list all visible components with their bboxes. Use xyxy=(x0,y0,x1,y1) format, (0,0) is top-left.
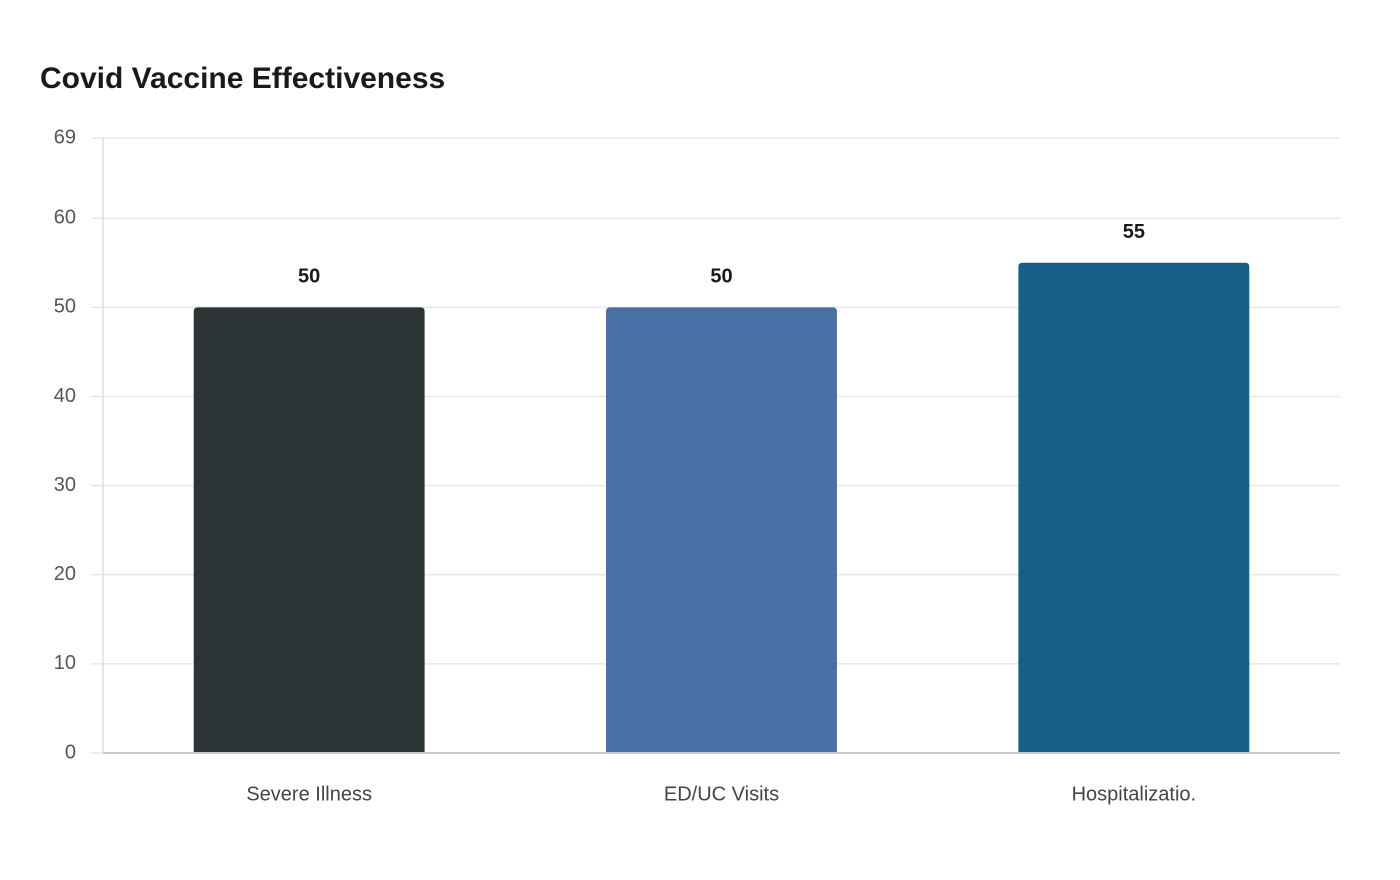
y-tick-label: 50 xyxy=(54,296,76,318)
x-tick-label: Hospitalizatio. xyxy=(1072,783,1197,805)
x-tick-label: ED/UC Visits xyxy=(664,783,779,805)
y-tick-label: 10 xyxy=(54,652,76,674)
y-tick-label: 20 xyxy=(54,563,76,585)
y-tick-label: 69 xyxy=(54,126,76,148)
y-tick-label: 60 xyxy=(54,206,76,228)
bar xyxy=(1018,262,1250,753)
data-label: 55 xyxy=(1123,221,1145,243)
bar xyxy=(606,307,837,753)
y-tick-label: 40 xyxy=(54,385,76,407)
data-label: 50 xyxy=(710,266,732,288)
bar xyxy=(193,307,425,753)
y-tick-label: 0 xyxy=(65,741,76,763)
chart-title: Covid Vaccine Effectiveness xyxy=(40,62,445,95)
x-tick-label: Severe Illness xyxy=(246,783,372,805)
data-label: 50 xyxy=(298,266,320,288)
y-tick-label: 30 xyxy=(54,474,76,496)
